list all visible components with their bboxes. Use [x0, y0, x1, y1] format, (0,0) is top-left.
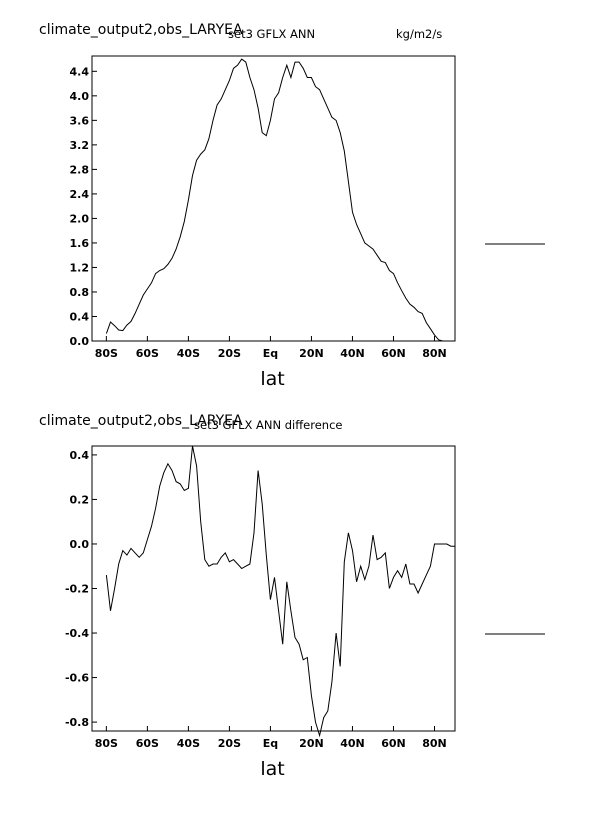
chart1-title-center: set3 GFLX ANN	[228, 27, 316, 41]
chart2-y-tick-label: -0.4	[65, 627, 89, 640]
chart1-y-tick-label: 4.4	[70, 65, 90, 78]
chart1-x-tick-label: 80N	[422, 347, 447, 360]
chart2-x-axis-title: lat	[260, 758, 284, 780]
chart2-y-tick-label: 0.2	[70, 493, 90, 506]
chart2-x-tick-label: 40N	[340, 737, 365, 750]
chart2-y-tick-label: 0.0	[70, 538, 90, 551]
chart2-y-tick-label: 0.4	[70, 449, 90, 462]
chart1-x-axis-title: lat	[260, 368, 284, 390]
chart1-y-tick-label: 3.6	[70, 114, 90, 127]
chart2-title-left: climate_output2,obs_LARYEA	[39, 413, 243, 429]
chart2-y-tick-label: -0.6	[65, 672, 89, 685]
chart2-y-tick-label: -0.8	[65, 716, 89, 729]
chart1-title-left: climate_output2,obs_LARYEA	[39, 22, 243, 38]
chart1-x-tick-label: 40N	[340, 347, 365, 360]
chart1-x-tick-label: Eq	[263, 347, 278, 360]
chart1-y-tick-label: 1.2	[70, 261, 90, 274]
chart1-y-tick-label: 4.0	[70, 90, 90, 103]
chart1-x-tick-label: 40S	[177, 347, 200, 360]
chart1-frame	[91, 55, 456, 342]
chart1-x-tick-label: 20S	[218, 347, 241, 360]
chart2-title-center: set3 GFLX ANN difference	[194, 418, 343, 432]
chart2-x-tick-label: 40S	[177, 737, 200, 750]
chart2-y-tick-label: -0.2	[65, 583, 89, 596]
chart1-plot: 0.0 0.4 0.8 1.2 1.6 2.0 2.4 2.8 3.2 3.6 4.0 4.4 80S 6…	[70, 55, 456, 390]
chart1-title-right: kg/m2/s	[396, 27, 443, 41]
chart1-y-tick-label: 2.8	[70, 163, 90, 176]
chart1-series-line	[105, 58, 455, 342]
chart1-y-tick-label: 0.0	[70, 335, 90, 348]
chart1-y-tick-label: 2.4	[70, 188, 90, 201]
chart1-y-tick-label: 0.8	[70, 286, 90, 299]
chart2-series-line	[105, 445, 455, 738]
chart2-x-tick-label: 80S	[95, 737, 118, 750]
chart1-y-tick-label: 3.2	[70, 139, 90, 152]
chart2-x-tick-label: 20N	[299, 737, 324, 750]
chart2-plot: -0.8 -0.6 -0.4 -0.2 0.0 0.2 0.4 80S 60S 40S 20S Eq 2…	[65, 445, 456, 780]
chart1-y-tick-label: 1.6	[70, 237, 90, 250]
chart2-x-tick-label: 80N	[422, 737, 447, 750]
chart2-x-tick-label: 60S	[136, 737, 159, 750]
chart2-frame	[91, 445, 456, 732]
chart1-x-tick-label: 60S	[136, 347, 159, 360]
chart2-x-tick-label: 60N	[381, 737, 406, 750]
chart1-x-tick-label: 80S	[95, 347, 118, 360]
chart1-x-tick-label: 20N	[299, 347, 324, 360]
chart2-x-tick-label: Eq	[263, 737, 278, 750]
chart1-y-tick-label: 2.0	[70, 212, 90, 225]
chart1-y-tick-label: 0.4	[70, 310, 90, 323]
chart1-x-tick-label: 60N	[381, 347, 406, 360]
chart2-x-tick-label: 20S	[218, 737, 241, 750]
